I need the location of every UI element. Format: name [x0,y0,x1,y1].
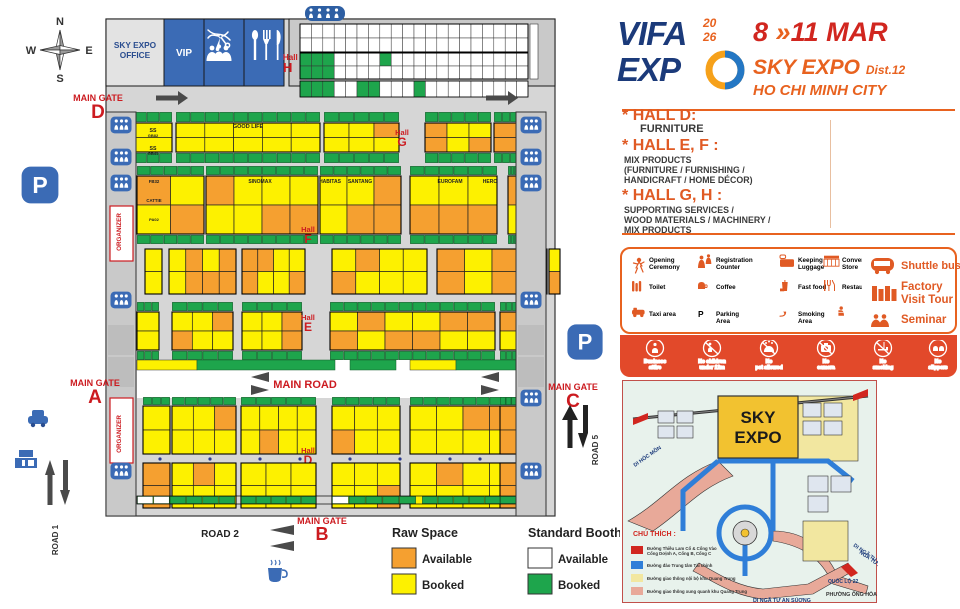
svg-text:VIFA: VIFA [617,15,686,52]
svg-text:camera: camera [817,365,835,371]
svg-text:Đường giao thông nội bộ khu Qu: Đường giao thông nội bộ khu Quang Trung [647,576,736,581]
svg-text:E: E [85,45,92,57]
svg-text:G: G [397,135,406,149]
svg-text:P: P [578,330,593,355]
svg-text:SKY EXPO: SKY EXPO [114,40,157,50]
svg-text:Available: Available [422,554,472,566]
svg-text:D: D [91,102,105,123]
svg-text:Booked: Booked [558,580,600,592]
svg-text:FB32: FB32 [149,179,160,184]
svg-text:HABITAS: HABITAS [319,179,342,185]
svg-text:OFFICE: OFFICE [120,50,151,60]
svg-text:E: E [304,320,312,334]
svg-text:QUỐC LỘ 22: QUỐC LỘ 22 [828,577,859,585]
svg-text:Fast food: Fast food [798,284,826,291]
svg-text:under 12m: under 12m [699,365,725,371]
svg-text:DI NGÃ TƯ AN SÚƠNG: DI NGÃ TƯ AN SÚƠNG [753,597,811,604]
svg-text:Luggage: Luggage [798,264,825,271]
svg-text:EXPO: EXPO [734,428,781,447]
svg-text:GB82: GB82 [148,133,159,138]
svg-text:Opening: Opening [649,257,675,264]
svg-text:attire: attire [649,365,661,371]
svg-text:EXP: EXP [617,51,682,88]
svg-text:Ceremony: Ceremony [649,264,680,271]
svg-text:Available: Available [558,554,608,566]
svg-text:Raw Space: Raw Space [392,526,458,540]
svg-text:EUROFAM: EUROFAM [438,179,463,185]
svg-text:HERO: HERO [483,179,498,185]
svg-text:DI HÓC MÔN: DI HÓC MÔN [632,443,663,468]
svg-text:Area: Area [798,318,812,325]
svg-text:CHÚ THÍCH :: CHÚ THÍCH : [633,529,676,538]
svg-text:Keeping: Keeping [798,257,823,264]
svg-text:PA02: PA02 [149,217,159,222]
svg-text:B: B [316,524,329,544]
svg-text:Area: Area [716,318,730,325]
svg-text:GB41: GB41 [148,151,159,156]
svg-text:Toilet: Toilet [649,284,666,291]
svg-text:ROAD 2: ROAD 2 [201,529,239,540]
svg-text:Convenience: Convenience [842,257,862,264]
svg-text:PHƯỜNG ÔNG HÒA THUẬN: PHƯỜNG ÔNG HÒA THUẬN [826,590,878,598]
svg-text:Standard Booth: Standard Booth [528,526,620,540]
svg-text:Đường giao thông xung quanh kh: Đường giao thông xung quanh khu Quang Tr… [647,589,747,594]
svg-text:20: 20 [702,16,717,30]
svg-text:pet allowed: pet allowed [755,365,782,371]
svg-text:F: F [304,232,311,246]
svg-text:H: H [283,60,292,75]
svg-text:CATTIE: CATTIE [146,198,161,203]
svg-text:Smoking: Smoking [798,311,825,318]
svg-text:slippers: slippers [928,365,947,371]
svg-text:ORGANIZER: ORGANIZER [116,213,123,251]
svg-text:N: N [56,16,64,28]
svg-text:Registration: Registration [716,257,753,264]
svg-text:ROAD 5: ROAD 5 [591,434,600,465]
svg-text:SINOMAX: SINOMAX [248,179,272,185]
svg-text:Counter: Counter [716,264,741,271]
svg-text:ROAD 1: ROAD 1 [51,524,60,555]
svg-text:A: A [88,387,102,408]
svg-text:MAIN ROAD: MAIN ROAD [273,379,337,391]
svg-text:Restaurant: Restaurant [842,284,862,291]
svg-text:Taxi area: Taxi area [649,311,676,318]
svg-text:GOOD LIFE: GOOD LIFE [233,124,264,130]
svg-text:smoking: smoking [873,365,894,371]
svg-text:Cổng Dơịnh A, Cổng B, Cổng C: Cổng Dơịnh A, Cổng B, Cổng C [647,551,711,556]
svg-text:W: W [26,45,37,57]
svg-text:ORGANIZER: ORGANIZER [116,415,123,453]
svg-text:SANTANG: SANTANG [348,179,372,185]
svg-text:Đường đào Trung tâm Tài chính: Đường đào Trung tâm Tài chính [647,563,713,568]
svg-text:S: S [56,73,63,85]
svg-text:SKY: SKY [741,408,777,427]
svg-text:P: P [32,172,47,198]
svg-text:Parking: Parking [716,311,739,318]
svg-text:VIP: VIP [176,48,192,59]
svg-text:Booked: Booked [422,580,464,592]
svg-text:NGÃ TU SÔNH PHƯỚC: NGÃ TU SÔNH PHƯỚC [858,548,878,588]
svg-text:Coffee: Coffee [716,284,736,291]
svg-text:P: P [698,309,704,319]
svg-text:Store: Store [842,264,859,271]
svg-text:26: 26 [702,30,717,44]
